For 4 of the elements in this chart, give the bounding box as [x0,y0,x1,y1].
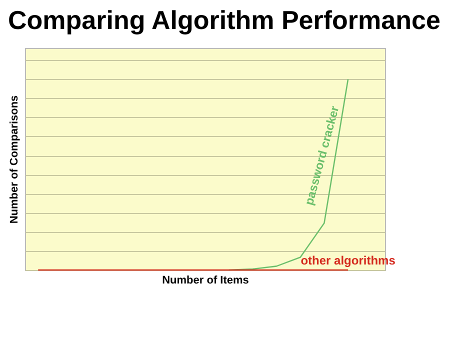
series-label: other algorithms [300,253,396,268]
x-axis-title: Number of Items [162,274,249,286]
chart-title: Comparing Algorithm Performance [8,5,440,35]
y-axis-title: Number of Comparisons [8,95,20,224]
